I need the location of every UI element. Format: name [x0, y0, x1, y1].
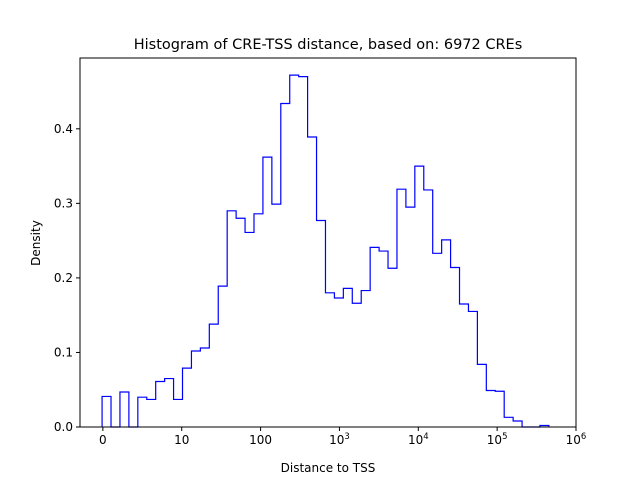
histogram-bin [227, 211, 236, 427]
histogram-bin [236, 218, 245, 427]
histogram-bin [183, 368, 192, 427]
histogram-bin [460, 304, 469, 427]
histogram-bin [486, 390, 495, 427]
y-axis-label: Density [29, 220, 43, 266]
histogram-bin [245, 232, 254, 427]
histogram-bin [415, 166, 424, 427]
histogram-bin [156, 382, 165, 427]
histogram-bin [495, 391, 504, 427]
x-tick-label: 106 [566, 432, 587, 447]
histogram-bin [272, 204, 281, 427]
y-tick-label: 0.3 [54, 196, 73, 210]
histogram-bin [218, 286, 227, 427]
histogram-bin [281, 103, 290, 427]
histogram-bin [379, 251, 388, 427]
histogram-bin [352, 303, 361, 427]
histogram-bin [325, 293, 334, 427]
x-tick-label: 10 [174, 433, 189, 447]
histogram-bin [451, 267, 460, 427]
histogram-bin [102, 396, 111, 427]
x-tick-label: 100 [249, 433, 272, 447]
histogram-bin [299, 77, 308, 427]
histogram-bin [442, 240, 451, 427]
histogram-bin [174, 399, 183, 427]
x-tick-label: 104 [408, 432, 429, 447]
histogram-bin [138, 397, 147, 427]
histogram-step-line [101, 74, 550, 428]
histogram-bin [165, 379, 174, 427]
histogram-bin [361, 291, 370, 427]
histogram-bin [433, 253, 442, 427]
histogram-bin [120, 392, 129, 427]
histogram-bin [513, 421, 522, 427]
histogram-bin [477, 364, 486, 427]
histogram-bin [504, 417, 513, 427]
chart-title: Histogram of CRE-TSS distance, based on:… [134, 37, 523, 53]
x-tick-label: 103 [329, 432, 350, 447]
plot-frame [79, 57, 577, 428]
histogram-bin [191, 351, 200, 427]
histogram-bin [308, 137, 317, 427]
histogram-bin [200, 348, 209, 427]
histogram-bin [370, 247, 379, 427]
histogram-bin [343, 288, 352, 427]
x-tick-label: 0 [99, 433, 107, 447]
histogram-bin [424, 190, 433, 427]
histogram-bin [334, 298, 343, 427]
histogram-bin [290, 75, 299, 427]
histogram-bin [317, 221, 326, 427]
x-axis-label: Distance to TSS [281, 461, 376, 475]
histogram-bin [209, 324, 218, 427]
histogram-bin [468, 311, 477, 427]
histogram-bin [397, 189, 406, 427]
histogram-bin [147, 399, 156, 427]
histogram-bin [263, 157, 272, 427]
y-tick-label: 0.4 [54, 122, 73, 136]
y-tick-label: 0.1 [54, 345, 73, 359]
histogram-bin [406, 207, 415, 427]
x-tick-label: 105 [487, 432, 508, 447]
histogram-bin [254, 214, 263, 427]
y-tick-label: 0.2 [54, 271, 73, 285]
histogram-bin [388, 268, 397, 427]
y-tick-label: 0.0 [54, 420, 73, 434]
